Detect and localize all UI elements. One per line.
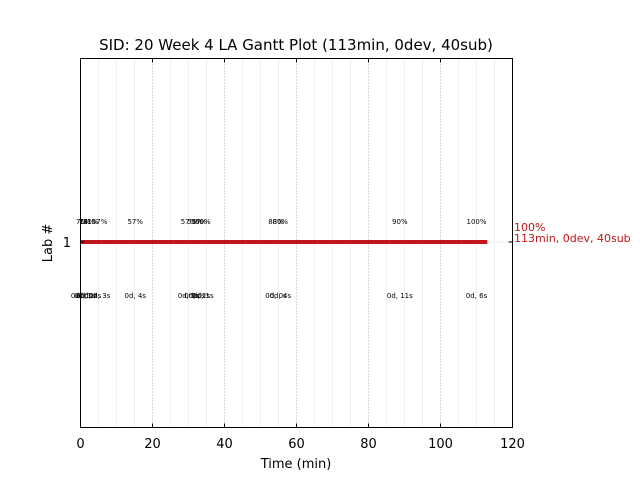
milestone-percent-label: 100%	[466, 218, 486, 226]
milestone-duration-label: 0d, 0s	[178, 292, 200, 300]
milestone-duration-label: 0d, 4s	[270, 292, 292, 300]
milestone-duration-label: 0d, 0s	[265, 292, 287, 300]
milestone-duration-label: 0d, 11s	[387, 292, 413, 300]
y-tick-label: 1	[63, 236, 71, 251]
milestone-percent-label: 60%	[195, 218, 211, 226]
x-tick-label: 40	[216, 437, 233, 452]
end-percent-label: 100%	[514, 221, 545, 234]
x-tick-label: 20	[144, 437, 161, 452]
x-tick-label: 60	[288, 437, 305, 452]
milestone-percent-label: 57%	[192, 218, 208, 226]
milestone-percent-label: 21%	[83, 218, 99, 226]
y-axis-ticks: 1	[63, 236, 513, 251]
y-axis-label: Lab #	[41, 224, 56, 263]
milestone-percent-label: 7%	[76, 218, 87, 226]
milestone-duration-label: 0d, 2s	[189, 292, 211, 300]
milestone-duration-label: 0d, 0s	[71, 292, 93, 300]
milestone-percent-label: 57%	[92, 218, 108, 226]
milestone-percent-label: 88%	[268, 218, 284, 226]
milestone-duration-label: 0d, 1s	[74, 292, 96, 300]
milestone-percent-label: 14%	[79, 218, 95, 226]
x-tick-label: 120	[500, 437, 525, 452]
milestone-duration-label: 0d, 0s	[184, 292, 206, 300]
x-tick-label: 80	[360, 437, 377, 452]
x-tick-label: 100	[428, 437, 453, 452]
milestone-duration-label: 0d, 4s	[124, 292, 146, 300]
milestone-percent-label: 57%	[187, 218, 203, 226]
milestone-duration-label: 0d, 1s	[192, 292, 214, 300]
chart-title: SID: 20 Week 4 LA Gantt Plot (113min, 0d…	[99, 36, 493, 54]
milestone-percent-label: 90%	[392, 218, 408, 226]
milestone-percent-label: 7%	[79, 218, 90, 226]
x-axis-label: Time (min)	[260, 457, 332, 472]
milestone-percent-label: 57%	[127, 218, 143, 226]
milestone-duration-label: 0d, 1s	[76, 292, 98, 300]
milestone-percent-label: 57%	[181, 218, 197, 226]
x-axis-ticks: 0 20 40 60 80 100 120	[76, 58, 525, 452]
milestone-duration-label: 0d, 2s	[80, 292, 102, 300]
x-tick-label: 0	[76, 437, 84, 452]
milestone-percent-label: 80%	[273, 218, 289, 226]
milestone-duration-label: 0d, 3s	[89, 292, 111, 300]
milestone-duration-label: 0d, 6s	[466, 292, 488, 300]
end-summary-label: 113min, 0dev, 40sub	[514, 232, 631, 245]
